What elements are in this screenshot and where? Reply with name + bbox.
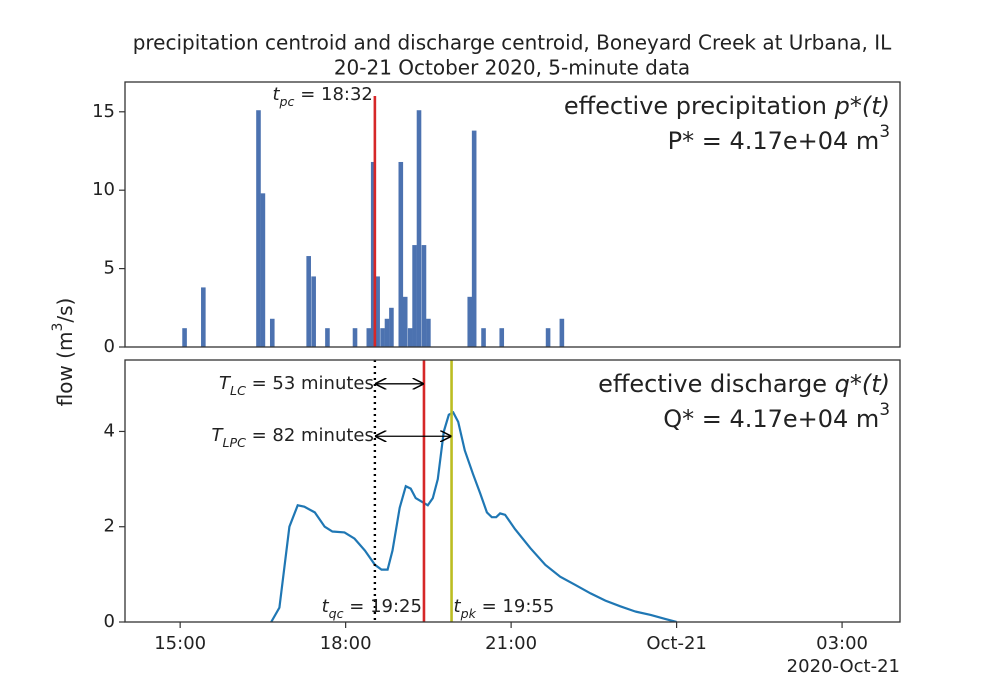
y-axis-label-part: /s)	[53, 298, 77, 323]
interval-label-part: LPC	[222, 435, 246, 450]
discharge-line	[270, 410, 677, 622]
plot-area	[270, 410, 677, 622]
series-total-part: 3	[879, 121, 890, 141]
bar	[426, 318, 431, 347]
series-label: effective discharge q*(t)	[598, 370, 890, 398]
x-offset-label: 2020-Oct-21	[787, 656, 900, 677]
interval-label-part: = 53 minutes	[246, 373, 374, 394]
series-label-part: p*(t)	[834, 92, 890, 120]
y-axis-label-part: 3	[50, 323, 66, 332]
y-tick-label: 5	[104, 258, 115, 279]
vline-label: tqc = 19:25	[322, 596, 422, 621]
axes-frame	[124, 359, 901, 623]
bar	[467, 296, 473, 347]
bar	[389, 307, 394, 347]
bar	[380, 328, 385, 347]
bar	[370, 161, 376, 347]
bar	[402, 296, 408, 347]
vline-label-part: t	[322, 596, 330, 617]
y-axis-label: flow (m3/s)	[50, 298, 77, 407]
y-tick-label: 4	[104, 420, 115, 441]
series-label-part: effective discharge	[598, 370, 835, 398]
plot-area	[182, 110, 565, 347]
x-tick-label: 18:00	[320, 633, 372, 654]
bar	[182, 328, 187, 347]
bar	[412, 245, 417, 347]
y-tick-label: 0	[104, 611, 115, 632]
x-tick-label: 03:00	[816, 633, 868, 654]
bar	[398, 161, 404, 347]
bar	[416, 110, 422, 347]
bar	[311, 276, 316, 347]
series-total-part: 3	[879, 399, 890, 419]
x-tick-label: 21:00	[485, 633, 537, 654]
series-label-part: effective precipitation	[564, 92, 835, 120]
series-label: effective precipitation p*(t)	[564, 92, 890, 120]
bar	[325, 328, 330, 347]
x-tick-label: Oct-21	[646, 633, 707, 654]
bar	[407, 328, 413, 347]
bar	[269, 318, 275, 347]
interval-label-part: T	[219, 373, 232, 394]
series-total-part: Q* = 4.17e+04 m	[663, 405, 879, 433]
bar	[471, 130, 477, 347]
interval-label-part: T	[211, 425, 224, 446]
bar	[384, 318, 390, 347]
vline-label-part: = 19:25	[344, 596, 422, 617]
bar	[366, 328, 372, 347]
interval-label-part: = 82 minutes	[246, 425, 374, 446]
bar	[421, 245, 427, 347]
bar	[201, 287, 206, 347]
y-axis-label-part: flow (m	[53, 332, 77, 407]
vline-label-part: pk	[460, 606, 477, 621]
interval-label: TLC = 53 minutes	[219, 373, 374, 398]
vline-label-part: t	[454, 596, 462, 617]
series-total-part: P* = 4.17e+04 m	[668, 127, 880, 155]
y-tick-label: 2	[104, 516, 115, 537]
vline-label-part: = 19:55	[476, 596, 554, 617]
vline-label: tpc = 18:32	[272, 84, 372, 109]
y-tick-label: 0	[104, 336, 115, 357]
interval-label: TLPC = 82 minutes	[211, 425, 373, 450]
title: precipitation centroid and discharge cen…	[133, 31, 892, 55]
y-tick-label: 15	[92, 101, 115, 122]
series-total: Q* = 4.17e+04 m3	[663, 399, 890, 433]
vline-label-part: qc	[329, 606, 344, 621]
bar	[306, 256, 311, 347]
axes-frame	[124, 81, 901, 348]
bar	[352, 328, 358, 347]
interval-label-part: LC	[230, 383, 246, 398]
series-total: P* = 4.17e+04 m3	[668, 121, 890, 155]
x-tick-label: 15:00	[154, 633, 206, 654]
bar	[481, 328, 486, 347]
vline-label-part: pc	[279, 94, 295, 109]
bar	[375, 276, 380, 347]
bar	[559, 318, 565, 347]
vline-label-part: = 18:32	[294, 84, 372, 105]
vline-label-part: t	[272, 84, 280, 105]
bar	[260, 193, 266, 347]
series-label-part: q*(t)	[835, 370, 890, 398]
subtitle: 20-21 October 2020, 5-minute data	[334, 56, 690, 80]
bar	[256, 110, 261, 347]
bar	[499, 328, 505, 347]
bar	[545, 328, 551, 347]
y-tick-label: 10	[92, 179, 115, 200]
vline-label: tpk = 19:55	[454, 596, 555, 621]
